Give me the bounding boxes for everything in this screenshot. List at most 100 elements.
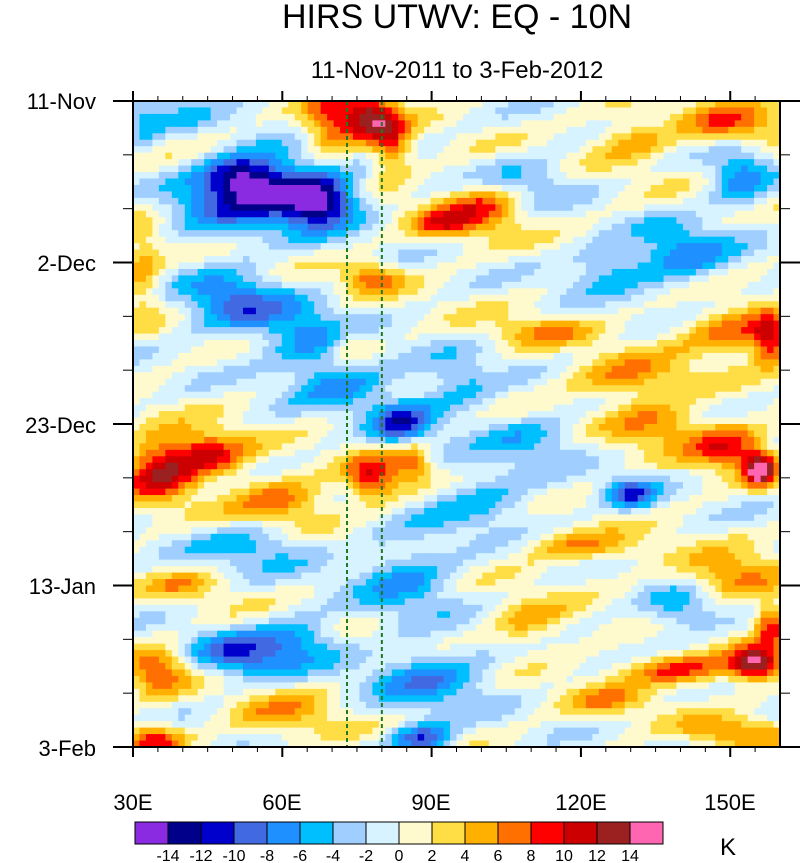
heatmap-cell — [572, 417, 581, 425]
heatmap-cell — [391, 113, 399, 121]
heatmap-cell — [352, 262, 361, 270]
heatmap-cell — [508, 294, 516, 302]
heatmap-cell — [631, 101, 639, 109]
heatmap-cell — [365, 191, 373, 199]
heatmap-cell — [268, 210, 276, 218]
heatmap-cell — [437, 120, 445, 128]
heatmap-cell — [579, 398, 587, 406]
heatmap-cell — [385, 359, 393, 367]
heatmap-cell — [631, 113, 639, 121]
heatmap-cell — [527, 340, 535, 348]
heatmap-cell — [521, 288, 529, 296]
heatmap-cell — [352, 172, 361, 180]
heatmap-cell — [560, 320, 568, 328]
heatmap-cell — [482, 327, 490, 335]
heatmap-cell — [158, 172, 166, 180]
heatmap-cell — [495, 165, 503, 173]
heatmap-cell — [184, 314, 192, 322]
heatmap-cell — [288, 268, 296, 277]
heatmap-cell — [288, 275, 296, 283]
heatmap-cell — [534, 372, 542, 380]
heatmap-cell — [223, 178, 231, 186]
heatmap-cell — [540, 346, 548, 354]
heatmap-cell — [670, 107, 678, 115]
heatmap-cell — [365, 301, 373, 309]
heatmap-cell — [340, 307, 348, 315]
heatmap-cell — [773, 230, 780, 238]
heatmap-cell — [178, 294, 186, 302]
heatmap-cell — [501, 320, 509, 328]
heatmap-cell — [488, 146, 496, 154]
heatmap-cell — [572, 314, 581, 322]
heatmap-cell — [230, 191, 238, 199]
heatmap-cell — [456, 217, 464, 225]
heatmap-cell — [230, 204, 238, 212]
heatmap-cell — [301, 243, 309, 251]
heatmap-cell — [598, 268, 606, 277]
heatmap-cell — [585, 256, 593, 264]
heatmap-cell — [372, 223, 380, 231]
heatmap-cell — [346, 243, 354, 251]
heatmap-cell — [443, 372, 451, 380]
heatmap-cell — [618, 301, 626, 309]
heatmap-cell — [760, 230, 768, 238]
heatmap-cell — [365, 146, 373, 154]
heatmap-cell — [437, 307, 445, 315]
heatmap-cell — [249, 217, 257, 225]
heatmap-cell — [456, 275, 464, 283]
heatmap-cell — [650, 120, 658, 128]
heatmap-cell — [754, 249, 762, 257]
heatmap-cell — [217, 178, 225, 186]
heatmap-cell — [695, 249, 703, 257]
heatmap-cell — [644, 352, 652, 360]
heatmap-cell — [482, 120, 490, 128]
heatmap-cell — [592, 391, 600, 399]
heatmap-cell — [398, 327, 406, 335]
heatmap-cell — [307, 268, 315, 277]
heatmap-cell — [682, 417, 691, 425]
heatmap-field — [133, 101, 780, 747]
heatmap-cell — [314, 340, 322, 348]
heatmap-cell — [527, 165, 535, 173]
heatmap-cell — [534, 281, 542, 289]
heatmap-cell — [734, 223, 742, 231]
heatmap-cell — [469, 101, 477, 109]
heatmap-cell — [275, 223, 283, 231]
heatmap-cell — [443, 417, 451, 425]
heatmap-cell — [165, 411, 173, 419]
heatmap-cell — [145, 120, 154, 128]
heatmap-cell — [657, 152, 665, 160]
heatmap-cell — [728, 249, 736, 257]
heatmap-cell — [663, 230, 671, 238]
heatmap-cell — [611, 327, 619, 335]
heatmap-cell — [721, 159, 729, 167]
heatmap-cell — [249, 139, 257, 147]
heatmap-cell — [145, 107, 154, 115]
heatmap-cell — [301, 133, 309, 141]
heatmap-cell — [534, 352, 542, 360]
heatmap-cell — [204, 197, 212, 205]
heatmap-cell — [618, 146, 626, 154]
heatmap-cell — [598, 256, 606, 264]
heatmap-cell — [450, 301, 458, 309]
heatmap-cell — [372, 320, 380, 328]
heatmap-cell — [275, 372, 283, 380]
heatmap-cell — [598, 243, 606, 251]
heatmap-cell — [566, 191, 574, 199]
heatmap-cell — [469, 178, 477, 186]
heatmap-cell — [378, 327, 386, 335]
heatmap-cell — [171, 230, 179, 238]
heatmap-cell — [391, 417, 399, 425]
heatmap-cell — [469, 249, 477, 257]
heatmap-cell — [553, 372, 561, 380]
heatmap-cell — [534, 236, 542, 244]
heatmap-cell — [592, 365, 600, 373]
heatmap-cell — [657, 404, 665, 412]
heatmap-cell — [462, 365, 471, 373]
heatmap-cell — [340, 256, 348, 264]
heatmap-cell — [592, 281, 600, 289]
heatmap-cell — [327, 249, 335, 257]
heatmap-cell — [197, 346, 205, 354]
heatmap-cell — [346, 165, 354, 173]
heatmap-cell — [281, 385, 289, 393]
